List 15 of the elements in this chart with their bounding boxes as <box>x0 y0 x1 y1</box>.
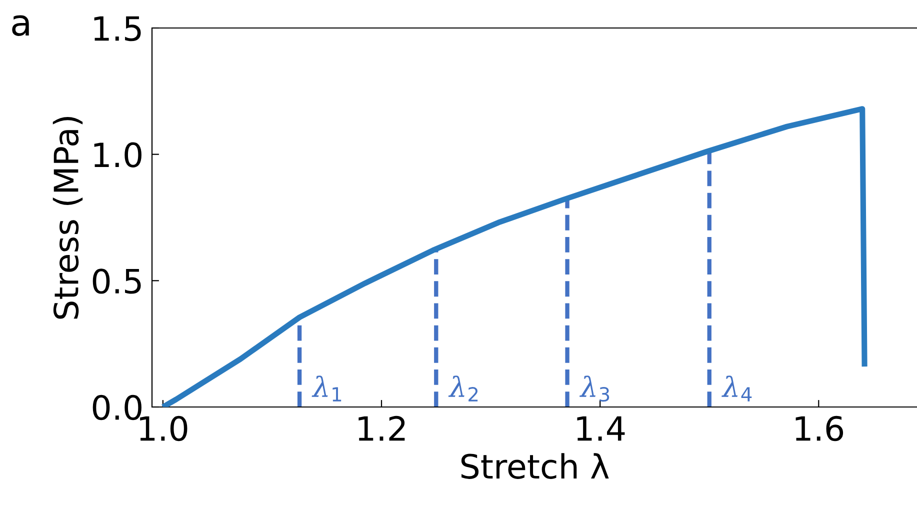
y-tick-label: 0.0 <box>92 394 142 420</box>
y-tick-label: 0.5 <box>92 268 141 294</box>
x-tick-label: 1.2 <box>358 416 405 441</box>
y-axis-title: Stress (MPa) <box>52 116 83 319</box>
text: a <box>12 15 29 36</box>
ref-line-label: λ$_{1}$ <box>312 376 342 402</box>
ref-line-label: λ$_{4}$ <box>722 376 752 402</box>
ref-line-label: λ$_{3}$ <box>579 376 610 402</box>
y-tick-label: 1.5 <box>94 16 141 42</box>
x-tick-label: 1.6 <box>796 416 844 442</box>
x-tick-label: 1.4 <box>577 416 625 441</box>
ref-line-label: λ$_{2}$ <box>448 376 478 402</box>
y-tick-label: 1.0 <box>94 142 142 168</box>
x-tick-label: 1.0 <box>140 416 188 442</box>
x-axis-title: Stretch λ <box>461 453 609 479</box>
